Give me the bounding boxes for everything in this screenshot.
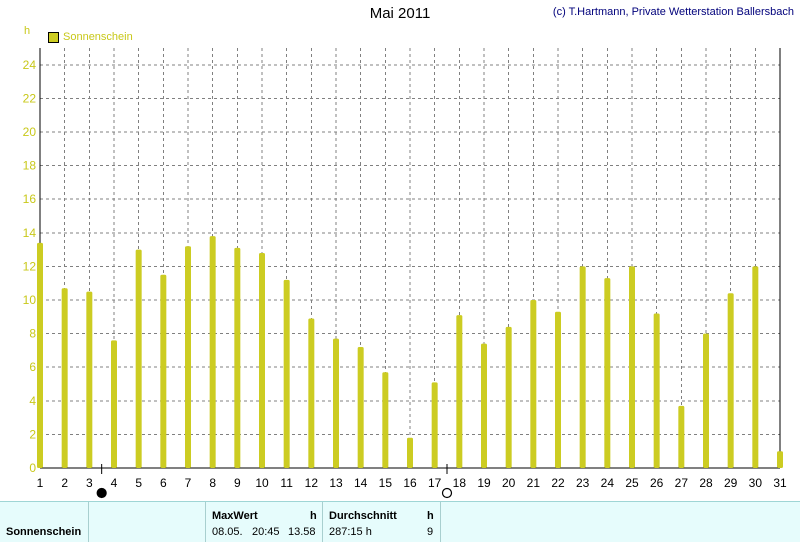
full-moon-icon bbox=[441, 487, 453, 499]
y-tick-label: 2 bbox=[29, 427, 36, 441]
bar-sonnenschein bbox=[86, 291, 93, 468]
bar-sonnenschein bbox=[407, 437, 413, 468]
info-label-cell: Sonnenschein bbox=[0, 502, 89, 542]
x-tick-label: 31 bbox=[773, 476, 787, 490]
y-tick-label: 6 bbox=[29, 360, 36, 374]
bar-sonnenschein bbox=[727, 293, 734, 468]
y-tick-label: 18 bbox=[23, 159, 37, 173]
y-tick-label: 4 bbox=[29, 394, 36, 408]
x-tick-label: 2 bbox=[61, 476, 68, 490]
y-tick-label: 12 bbox=[23, 259, 37, 273]
info-empty-cell bbox=[89, 502, 206, 542]
x-tick-label: 11 bbox=[280, 476, 293, 490]
max-time: 20:45 bbox=[252, 526, 280, 538]
bar-sonnenschein bbox=[382, 372, 389, 468]
y-tick-label: 10 bbox=[23, 293, 37, 307]
x-tick-label: 15 bbox=[379, 476, 393, 490]
x-tick-label: 4 bbox=[111, 476, 118, 490]
bar-sonnenschein bbox=[234, 247, 241, 468]
bar-sonnenschein bbox=[530, 300, 537, 468]
bar-sonnenschein bbox=[555, 311, 561, 468]
x-tick-label: 13 bbox=[329, 476, 343, 490]
bar-sonnenschein bbox=[357, 347, 364, 468]
info-row-label: Sonnenschein bbox=[6, 526, 82, 538]
bar-sonnenschein bbox=[259, 252, 265, 468]
y-tick-label: 8 bbox=[29, 327, 36, 341]
bar-sonnenschein bbox=[209, 236, 216, 468]
bar-sonnenschein bbox=[653, 313, 660, 468]
bar-sonnenschein bbox=[37, 242, 43, 468]
y-tick-label: 16 bbox=[23, 192, 37, 206]
bar-sonnenschein bbox=[777, 451, 783, 468]
avg-total: 287:15 h bbox=[329, 526, 372, 538]
x-tick-label: 14 bbox=[354, 476, 368, 490]
max-unit: h bbox=[310, 510, 317, 522]
x-tick-label: 30 bbox=[749, 476, 763, 490]
avg-header: Durchschnitt bbox=[329, 510, 397, 522]
info-avg-cell: Durchschnitt h 287:15 h 9 bbox=[323, 502, 441, 542]
bar-sonnenschein bbox=[283, 279, 290, 468]
x-tick-label: 25 bbox=[625, 476, 639, 490]
x-tick-label: 10 bbox=[255, 476, 269, 490]
bar-sonnenschein bbox=[481, 343, 487, 468]
chart-title: Mai 2011 bbox=[369, 5, 431, 22]
legend: Sonnenschein bbox=[48, 31, 133, 43]
y-tick-label: 14 bbox=[23, 226, 37, 240]
copyright-label: (c) T.Hartmann, Private Wetterstation Ba… bbox=[552, 6, 794, 18]
x-tick-label: 8 bbox=[209, 476, 216, 490]
bar-sonnenschein bbox=[333, 338, 339, 468]
bar-sonnenschein bbox=[185, 246, 191, 468]
x-tick-label: 9 bbox=[234, 476, 241, 490]
bar-sonnenschein bbox=[61, 288, 68, 468]
bar-sonnenschein bbox=[752, 266, 759, 468]
legend-swatch bbox=[48, 31, 59, 43]
x-tick-label: 18 bbox=[453, 476, 467, 490]
bar-sonnenschein bbox=[678, 405, 685, 468]
avg-value: 9 bbox=[427, 526, 434, 538]
x-tick-label: 6 bbox=[160, 476, 167, 490]
x-tick-label: 21 bbox=[527, 476, 541, 490]
x-tick-label: 27 bbox=[675, 476, 689, 490]
bar-sonnenschein bbox=[308, 318, 315, 468]
y-tick-label: 24 bbox=[23, 58, 37, 72]
max-header: MaxWert bbox=[212, 510, 258, 522]
legend-label: Sonnenschein bbox=[63, 31, 133, 43]
bar-sonnenschein bbox=[604, 278, 611, 468]
y-axis-unit: h bbox=[24, 25, 31, 37]
x-tick-label: 5 bbox=[135, 476, 142, 490]
x-tick-label: 1 bbox=[37, 476, 44, 490]
new-moon-icon bbox=[96, 487, 107, 499]
max-value: 13.58 bbox=[288, 526, 316, 538]
max-date: 08.05. bbox=[212, 526, 243, 538]
bar-sonnenschein bbox=[111, 340, 117, 468]
x-tick-label: 20 bbox=[502, 476, 516, 490]
x-tick-label: 29 bbox=[724, 476, 738, 490]
bar-sonnenschein bbox=[703, 333, 709, 468]
bar-sonnenschein bbox=[579, 266, 586, 468]
x-tick-label: 16 bbox=[403, 476, 417, 490]
y-tick-label: 22 bbox=[23, 91, 37, 105]
x-tick-label: 26 bbox=[650, 476, 664, 490]
x-tick-label: 24 bbox=[601, 476, 615, 490]
bar-sonnenschein bbox=[135, 249, 142, 468]
x-tick-label: 28 bbox=[699, 476, 713, 490]
x-tick-label: 17 bbox=[428, 476, 442, 490]
x-tick-label: 12 bbox=[305, 476, 319, 490]
info-max-cell: MaxWert h 08.05. 20:45 13.58 bbox=[206, 502, 323, 542]
bar-sonnenschein bbox=[160, 274, 167, 468]
bar-sonnenschein bbox=[505, 326, 512, 468]
y-tick-label: 0 bbox=[29, 461, 36, 475]
x-tick-label: 23 bbox=[576, 476, 590, 490]
x-tick-label: 19 bbox=[477, 476, 491, 490]
bar-sonnenschein bbox=[456, 315, 463, 468]
bar-sonnenschein bbox=[629, 266, 635, 468]
x-tick-label: 22 bbox=[551, 476, 565, 490]
avg-unit: h bbox=[427, 510, 434, 522]
y-tick-label: 20 bbox=[23, 125, 37, 139]
info-panel: Sonnenschein MaxWert h 08.05. 20:45 13.5… bbox=[0, 501, 800, 542]
bar-sonnenschein bbox=[431, 382, 438, 468]
x-tick-label: 7 bbox=[185, 476, 192, 490]
x-tick-label: 3 bbox=[86, 476, 93, 490]
